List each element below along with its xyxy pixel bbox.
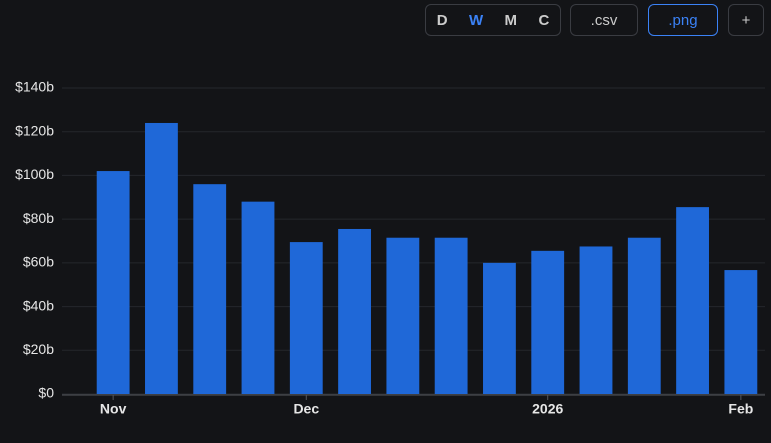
period-button[interactable]: M bbox=[504, 11, 518, 29]
add-label[interactable]: + bbox=[741, 11, 751, 29]
bar bbox=[193, 184, 227, 394]
y-tick-label: $20b bbox=[23, 341, 54, 357]
y-tick-label: $60b bbox=[23, 254, 54, 270]
bar bbox=[676, 207, 709, 394]
chart: $0 $20b $40b $60b $80b $100b $120b $140b Nov Dec 2… bbox=[15, 79, 765, 417]
period-button[interactable]: W bbox=[468, 11, 484, 29]
bar bbox=[434, 237, 468, 394]
y-tick-label: $120b bbox=[15, 122, 54, 138]
bar bbox=[145, 122, 178, 394]
y-tick-label: $40b bbox=[23, 297, 54, 313]
x-tick-label: Feb bbox=[728, 401, 753, 417]
bar bbox=[241, 201, 275, 394]
bar bbox=[531, 250, 565, 394]
x-tick-label: 2026 bbox=[532, 401, 563, 417]
period-button[interactable]: D bbox=[436, 11, 448, 29]
bar bbox=[338, 228, 371, 394]
period-button[interactable]: C bbox=[538, 11, 550, 29]
export-label[interactable]: .png bbox=[668, 11, 698, 29]
bar bbox=[483, 262, 516, 394]
bar bbox=[289, 242, 323, 394]
export-label[interactable]: .csv bbox=[590, 11, 618, 29]
add-button[interactable]: + bbox=[728, 4, 764, 36]
bar bbox=[386, 237, 420, 394]
bar bbox=[579, 246, 613, 394]
bar bbox=[724, 270, 758, 394]
export-button[interactable]: .csv bbox=[570, 4, 638, 36]
y-tick-label: $140b bbox=[15, 79, 54, 95]
y-tick-label: $0 bbox=[38, 385, 54, 401]
y-tick-label: $100b bbox=[15, 166, 54, 182]
bar bbox=[627, 237, 661, 394]
bar bbox=[96, 171, 130, 394]
x-tick-label: Nov bbox=[100, 401, 127, 417]
y-tick-label: $80b bbox=[23, 210, 54, 226]
export-button[interactable]: .png bbox=[648, 4, 718, 36]
x-tick-label: Dec bbox=[293, 401, 319, 417]
